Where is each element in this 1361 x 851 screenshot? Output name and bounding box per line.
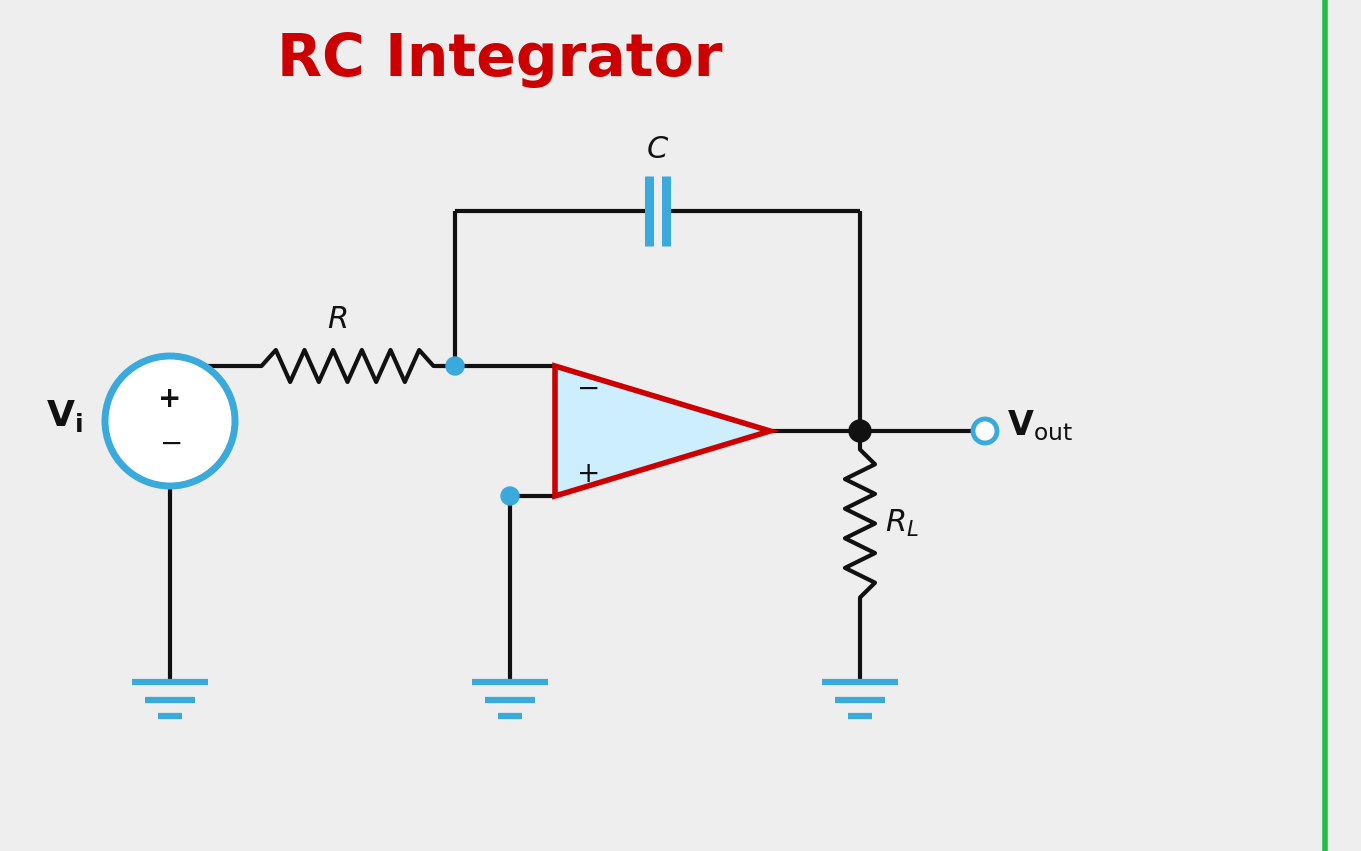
- Text: RC Integrator: RC Integrator: [278, 31, 723, 88]
- Text: $R_L$: $R_L$: [885, 508, 919, 539]
- Text: $-$: $-$: [576, 374, 599, 402]
- Polygon shape: [555, 366, 770, 496]
- Text: +: +: [158, 385, 181, 413]
- Text: $C$: $C$: [646, 135, 670, 164]
- Text: $\mathbf{V}_{\mathrm{out}}$: $\mathbf{V}_{\mathrm{out}}$: [1007, 408, 1072, 443]
- Text: $-$: $-$: [159, 429, 181, 457]
- Circle shape: [501, 487, 519, 505]
- Circle shape: [105, 356, 235, 486]
- Circle shape: [849, 420, 871, 442]
- Text: $+$: $+$: [576, 460, 599, 488]
- Circle shape: [446, 357, 464, 375]
- Circle shape: [973, 419, 998, 443]
- Text: $R$: $R$: [328, 305, 347, 334]
- Text: $\mathbf{V}_\mathbf{i}$: $\mathbf{V}_\mathbf{i}$: [46, 398, 83, 434]
